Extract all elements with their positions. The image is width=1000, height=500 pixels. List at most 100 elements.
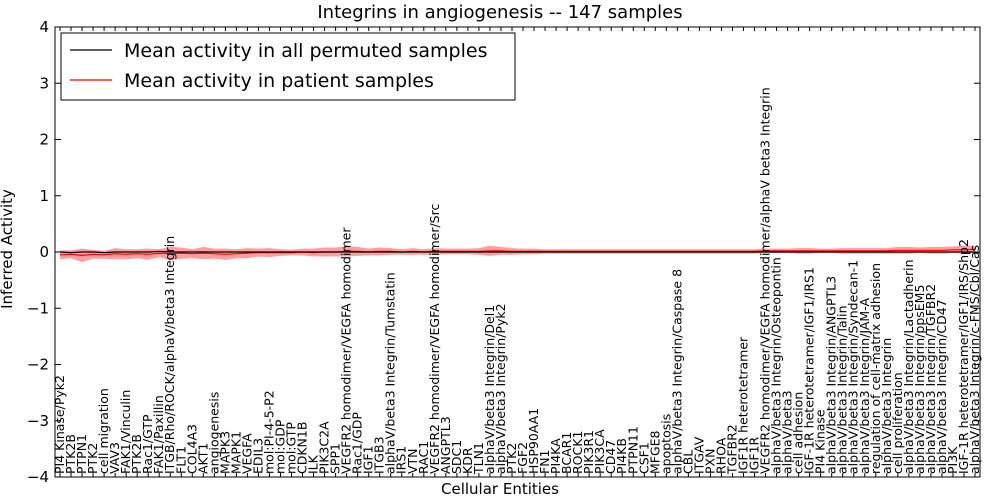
y-tick-label: −4: [27, 468, 49, 486]
x-tick-label: PTK2B: [129, 434, 144, 474]
x-tick-label: PTK2: [85, 443, 100, 474]
x-tick-label: PIK3R1: [581, 430, 596, 474]
x-tick-label: alphaV/beta3 Integrin/Pyk2: [493, 303, 508, 474]
x-tick-label: SPP1: [328, 443, 343, 474]
x-tick-label: PTK2: [504, 443, 519, 474]
x-tick-label: Rac1/GTP: [140, 414, 155, 474]
x-tick-label: SDC1: [449, 440, 464, 474]
x-tick-label: alphaV/beta3: [780, 390, 795, 474]
x-tick-label: PI4 Kinase/Pyk2: [52, 375, 67, 474]
x-tick-label: FGF2: [515, 442, 530, 474]
y-tick-label: 2: [39, 131, 49, 149]
x-tick-label: BCAR1: [559, 432, 574, 474]
x-tick-label: MFGE8: [647, 430, 662, 474]
axis-ticks: −4 −3 −2 −1 0 1 2 3 4: [27, 18, 980, 486]
y-tick-label: 4: [39, 18, 49, 36]
x-tick-label: angiogenesis: [206, 392, 221, 474]
x-tick-label: KDR: [460, 447, 475, 474]
x-tick-label: IGF1: [361, 445, 376, 474]
x-tick-label: alphaV/beta3 Integrin/c-FMS/Cbl/Cas: [967, 245, 982, 474]
x-tick-label: PI4KA: [548, 438, 563, 474]
x-tick-label: VAV3: [107, 442, 122, 474]
x-tick-label: AKT1: [195, 443, 210, 474]
x-tick-label: ITGB3: [372, 436, 387, 474]
x-tick-label: TLN1: [471, 442, 486, 475]
x-tick-label: cell proliferation: [890, 372, 905, 474]
x-tick-label: Rac1/GDP: [350, 412, 365, 474]
x-tick-label: alphaV/beta3 Integrin/Del1: [482, 305, 497, 474]
x-tick-label: FLT1: [173, 446, 188, 474]
x-tick-label: COL4A3: [184, 424, 199, 474]
legend-box: [60, 32, 516, 101]
x-tick-label: alphaV/beta3 Integrin/CD47: [934, 299, 949, 474]
chart-title: Integrins in angiogenesis -- 147 samples: [317, 2, 682, 23]
x-tick-label: alphaV/beta3 Integrin/ppsEM5: [912, 285, 927, 474]
x-tick-label: PI4 Kinase: [813, 409, 828, 474]
x-tick-label: VTN: [405, 448, 420, 474]
x-tick-label: alphaV/beta3 Integrin/Talin: [835, 306, 850, 475]
x-tick-label: EDIL3: [250, 438, 265, 474]
y-tick-label: −2: [27, 356, 49, 374]
y-tick-label: 1: [39, 187, 49, 205]
x-tick-label: VEGFR2 homodimer/VEGFA homodimer/alphaV …: [758, 87, 773, 474]
x-tick-label: apoptosis: [658, 414, 673, 474]
x-tick-label: HSP90AA1: [526, 408, 541, 474]
x-tick-label: IGF1R heterotetramer: [736, 336, 751, 474]
x-tick-label: alphaV/beta3 Integrin/JAM-A: [857, 298, 872, 474]
y-tick-label: −1: [27, 299, 49, 317]
x-axis-label: Cellular Entities: [441, 480, 559, 498]
x-tick-label: MAPK1: [228, 431, 243, 474]
x-tick-label: alphaV/beta3 Integrin/Caspase 8: [669, 269, 684, 474]
x-tick-label: CD47: [603, 440, 618, 474]
x-tick-label: IGF-1R heterotetramer/IGF1/IRS1: [802, 267, 817, 474]
x-tick-label: IGF-1R heterotetramer/IGF1/IRS/Shp2: [956, 239, 971, 474]
x-tick-label: mol:PI-4-5-P2: [262, 390, 277, 474]
legend-label-patient: Mean activity in patient samples: [124, 70, 434, 92]
x-tick-label: PTPN1: [74, 434, 89, 474]
x-tick-label: TGFBR2: [725, 424, 740, 475]
x-tick-label: CDKN1B: [295, 422, 310, 474]
x-tick-label: ROCK1: [570, 431, 585, 474]
x-tick-label: IRS1: [394, 446, 409, 474]
x-tick-label: alphaV/beta3 Integrin/Osteopontin: [769, 257, 784, 474]
x-tick-label: FN1: [537, 450, 552, 475]
x-tick-label: ILK: [306, 454, 321, 474]
x-tick-label: alphaV/beta3 Integrin: [879, 338, 894, 474]
x-tick-label: ANGPTL3: [438, 416, 453, 474]
x-tick-label: MAPK3: [217, 431, 232, 474]
x-tick-label: PXN: [702, 449, 717, 474]
x-tick-label: FAK1/Paxillin: [151, 395, 166, 474]
y-tick-label: 0: [39, 243, 49, 261]
x-tick-label: CSF1: [636, 442, 651, 474]
x-tick-label: IGF1R: [747, 436, 762, 474]
x-tick-label: VEGFR2 homodimer/VEGFA homodimer: [339, 227, 354, 474]
y-tick-label: 3: [39, 74, 49, 92]
permuted-mean-line: [59, 250, 975, 254]
x-tick-label: CBL: [680, 450, 695, 474]
y-tick-label: −3: [27, 412, 49, 430]
x-tick-label: cell migration: [96, 388, 111, 474]
x-tick-label: alphaV/beta3 Integrin/Lactadherin: [901, 259, 916, 474]
x-tick-label: PIK3CA: [592, 429, 607, 474]
x-tick-label: mol:GDP: [273, 419, 288, 474]
x-tick-label: alphaV/beta3 Integrin/Syndecan-1: [846, 260, 861, 474]
x-tick-label: PTPN11: [625, 426, 640, 474]
x-tick-label: PI4KB: [614, 438, 629, 474]
x-tick-label: regulation of cell-matrix adhesion: [868, 263, 883, 474]
x-tick-label: alphaV/beta3 Integrin/TGFBR2: [923, 284, 938, 474]
plot-frame: [54, 26, 981, 478]
patient-band: [60, 245, 975, 263]
x-tick-label: ITGB/Rho/ROCK/alphaV/beta3 Integrin: [162, 236, 177, 474]
patient-confidence-band: [60, 245, 975, 263]
x-tick-label: PTK2B: [63, 434, 78, 474]
legend: Mean activity in all permuted samples Me…: [60, 32, 516, 101]
legend-label-permuted: Mean activity in all permuted samples: [124, 40, 487, 62]
x-tick-label: RAC1: [416, 441, 431, 474]
x-tick-label: FAK1/Vinculin: [118, 390, 133, 474]
x-tick-label: PIK3C2A: [317, 421, 332, 474]
x-tick-label: mol:GTP: [284, 422, 299, 474]
y-axis-label: Inferred Activity: [0, 189, 16, 309]
x-tick-label: PI3K: [945, 446, 960, 474]
